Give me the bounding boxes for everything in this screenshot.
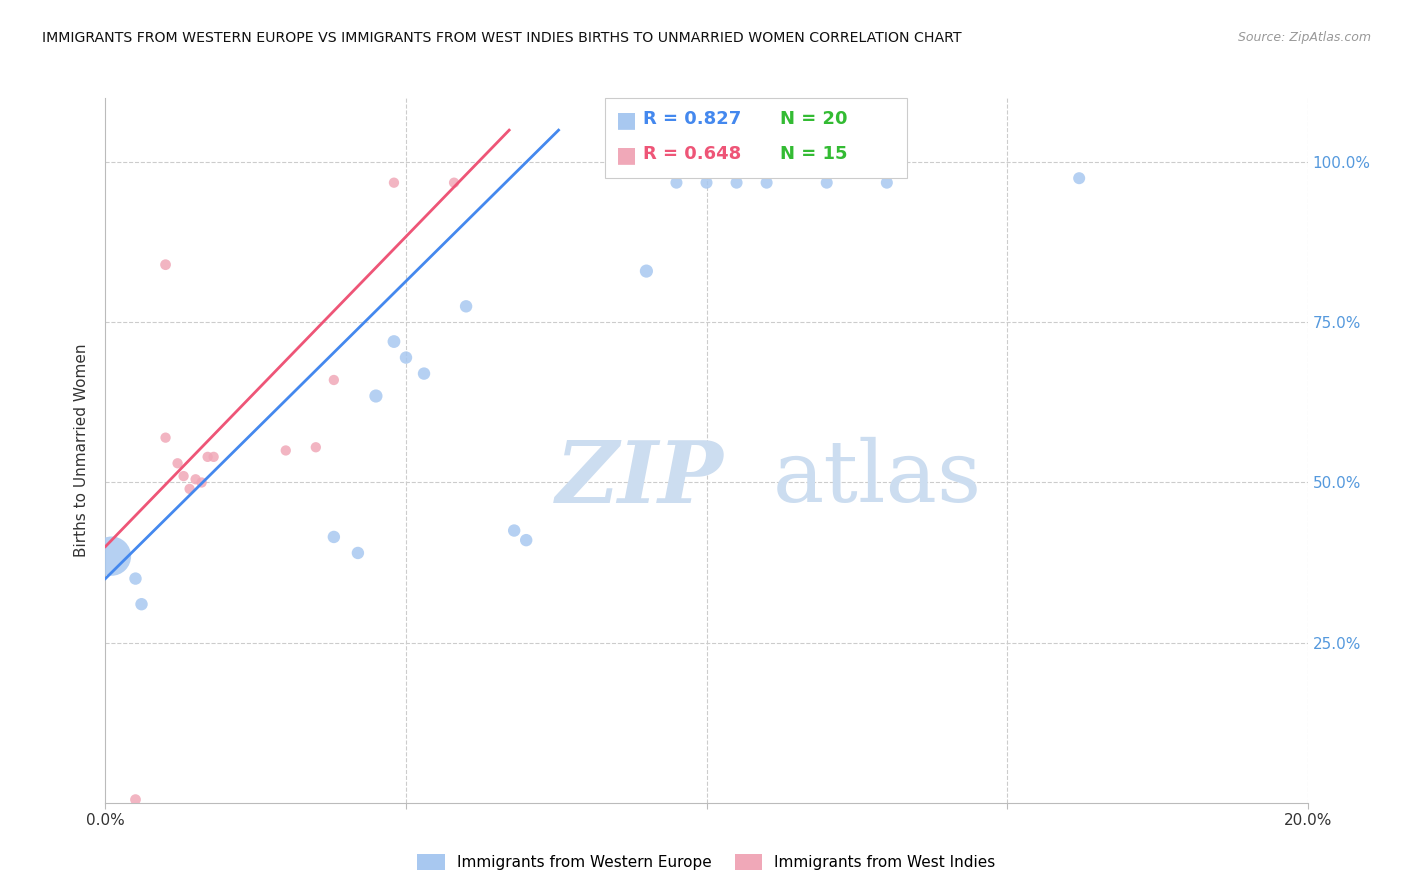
Point xyxy=(190,475,212,490)
Point xyxy=(197,450,219,464)
Point xyxy=(124,792,146,806)
Point xyxy=(503,524,526,538)
Point xyxy=(202,450,225,464)
Point xyxy=(1069,171,1091,186)
Point xyxy=(395,351,418,365)
Text: ■: ■ xyxy=(616,145,637,165)
Text: N = 15: N = 15 xyxy=(780,145,848,163)
Point xyxy=(755,176,778,190)
Point xyxy=(876,176,898,190)
Point xyxy=(696,176,718,190)
Text: IMMIGRANTS FROM WESTERN EUROPE VS IMMIGRANTS FROM WEST INDIES BIRTHS TO UNMARRIE: IMMIGRANTS FROM WESTERN EUROPE VS IMMIGR… xyxy=(42,31,962,45)
Text: ■: ■ xyxy=(616,110,637,129)
Point xyxy=(636,264,658,278)
Point xyxy=(725,176,748,190)
Point xyxy=(155,431,177,445)
Text: N = 20: N = 20 xyxy=(780,110,848,128)
Legend: Immigrants from Western Europe, Immigrants from West Indies: Immigrants from Western Europe, Immigran… xyxy=(411,848,1002,876)
Point xyxy=(274,443,297,458)
Y-axis label: Births to Unmarried Women: Births to Unmarried Women xyxy=(75,343,90,558)
Point xyxy=(382,176,405,190)
Point xyxy=(364,389,387,403)
Point xyxy=(665,176,688,190)
Point xyxy=(382,334,405,349)
Point xyxy=(173,469,195,483)
Point xyxy=(515,533,537,548)
Point xyxy=(322,530,344,544)
Text: atlas: atlas xyxy=(773,437,981,520)
Point xyxy=(815,176,838,190)
Point xyxy=(305,440,328,454)
Point xyxy=(413,367,436,381)
Point xyxy=(179,482,201,496)
Point xyxy=(347,546,370,560)
Point xyxy=(166,456,188,470)
Point xyxy=(131,597,153,611)
Text: Source: ZipAtlas.com: Source: ZipAtlas.com xyxy=(1237,31,1371,45)
Point xyxy=(155,258,177,272)
Point xyxy=(443,176,465,190)
Point xyxy=(100,549,122,564)
Point xyxy=(184,472,207,486)
Text: R = 0.648: R = 0.648 xyxy=(643,145,741,163)
Text: R = 0.827: R = 0.827 xyxy=(643,110,741,128)
Point xyxy=(124,572,146,586)
Text: ZIP: ZIP xyxy=(557,437,724,520)
Point xyxy=(322,373,344,387)
Point xyxy=(454,299,477,313)
